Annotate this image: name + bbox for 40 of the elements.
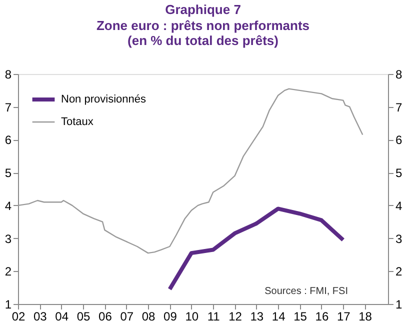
y-tick-label: 8 (4, 68, 12, 82)
y2-tick-label: 5 (396, 166, 402, 180)
chart-title: Graphique 7 (165, 2, 241, 17)
x-tick-label: 11 (207, 310, 220, 324)
legend-label: Non provisionnés (61, 94, 146, 106)
x-tick-label: 08 (142, 310, 156, 324)
x-tick-label: 15 (294, 310, 308, 324)
y2-tick-label: 1 (396, 298, 402, 312)
x-tick-label: 10 (185, 310, 199, 324)
x-tick-label: 09 (164, 310, 178, 324)
y-tick-label: 6 (4, 133, 12, 148)
y-tick-label: 3 (4, 232, 12, 246)
x-tick-label: 03 (33, 310, 48, 324)
y2-tick-label: 7 (396, 100, 402, 114)
x-tick-label: 06 (98, 310, 112, 324)
x-tick-label: 18 (358, 310, 372, 324)
text: Zone euro : prêts non performants (96, 18, 310, 33)
x-tick-label: 16 (315, 310, 329, 324)
y2-tick-label: 8 (396, 68, 402, 82)
text: (en % du total des prêts) (128, 33, 278, 48)
y2-tick-label: 6 (396, 133, 402, 148)
legend-label: Totaux (61, 116, 94, 128)
y2-tick-label: 4 (396, 198, 402, 213)
line-series (17, 88, 364, 254)
y-tick-label: 4 (4, 198, 12, 213)
x-tick-label: 07 (120, 310, 134, 324)
y2-tick-label: 3 (396, 232, 402, 246)
x-tick-label: 13 (250, 310, 264, 324)
y-tick-label: 1 (4, 298, 12, 312)
y-tick-label: 2 (4, 264, 12, 279)
y2-tick-label: 2 (396, 264, 402, 279)
x-tick-label: 14 (272, 310, 286, 324)
annotation: Sources : FMI, FSI (264, 286, 348, 297)
x-tick-label: 12 (228, 310, 242, 324)
x-tick-label: 17 (336, 310, 351, 324)
x-tick-label: 02 (12, 310, 26, 324)
x-tick-label: 04 (55, 310, 69, 324)
y-tick-label: 5 (4, 166, 12, 180)
x-tick-label: 05 (76, 310, 91, 324)
y-tick-label: 7 (4, 100, 12, 114)
